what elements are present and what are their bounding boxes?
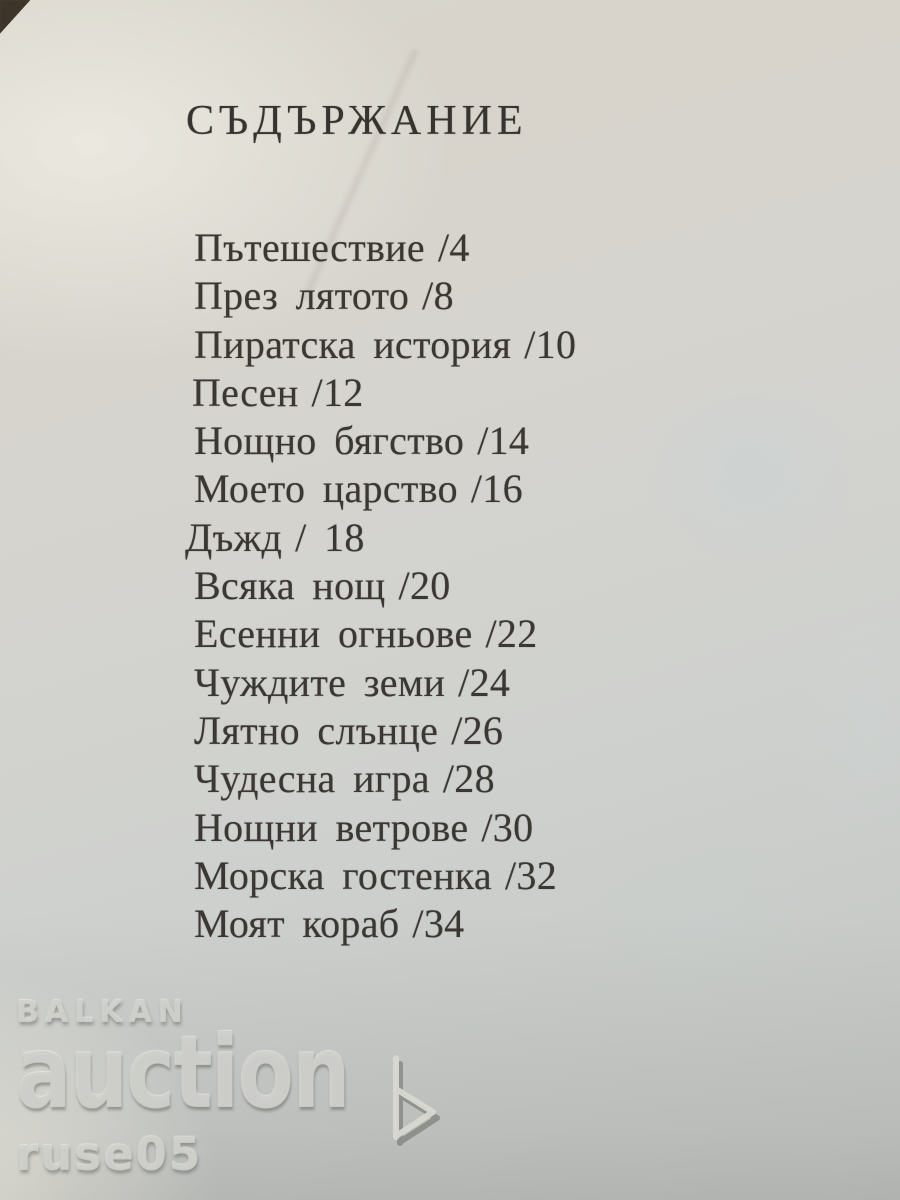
- toc-entry: Всяка нощ/20: [194, 562, 576, 610]
- toc-entry-page: /10: [524, 321, 577, 367]
- page-showthrough: [540, 780, 860, 1060]
- watermark-user: ruse05: [16, 1128, 203, 1181]
- page-showthrough: [600, 340, 900, 600]
- toc-entry-page: /34: [412, 901, 465, 947]
- toc-entry: Нощно бягство/14: [194, 417, 576, 465]
- toc-entry-page: /26: [451, 707, 504, 753]
- toc-entry: Дъжд / 18: [185, 514, 567, 562]
- toc-entry: Есенни огньове/22: [194, 610, 576, 658]
- toc-entry-title: Лятно слънце: [194, 707, 439, 753]
- toc-entry-title: Нощно бягство: [194, 418, 465, 464]
- toc-entry-page: /14: [477, 418, 530, 464]
- toc-entry-title: Дъжд: [185, 514, 283, 560]
- toc-entry-title: Пътешествие: [194, 225, 425, 270]
- toc-entry-page: /30: [481, 804, 534, 850]
- toc-entry-title: Песен: [192, 369, 299, 415]
- toc-entry-title: Чуждите земи: [194, 659, 446, 705]
- toc-entry-title: Моето царство: [194, 466, 458, 512]
- toc-entry-page: /16: [470, 466, 523, 512]
- toc-entry: Моят кораб/34: [194, 900, 576, 948]
- toc-entry-title: Морска гостенка: [194, 852, 492, 898]
- watermark-brand-main: auction: [16, 1014, 350, 1131]
- toc-entry: Пътешествие/4: [194, 224, 576, 272]
- toc-entry-page: /28: [442, 756, 495, 802]
- toc-entry: През лятото/8: [194, 272, 576, 320]
- play-arrow-icon: [393, 1055, 440, 1146]
- toc-entry-title: Есенни огньове: [194, 611, 473, 657]
- toc-entry-page: /20: [398, 563, 451, 609]
- toc-entry: Пиратска история/10: [194, 321, 576, 369]
- toc-entry: Песен/12: [192, 369, 574, 417]
- toc-entry: Чудесна игра/28: [194, 755, 576, 803]
- toc-entry-page: /12: [311, 369, 364, 415]
- toc-entry: Морска гостенка/32: [194, 852, 576, 900]
- toc-entry: Чуждите земи/24: [194, 659, 576, 707]
- toc-entry: Лятно слънце/26: [194, 707, 576, 755]
- toc-entry-page: /8: [422, 273, 454, 319]
- toc-entry-title: Чудесна игра: [194, 756, 430, 802]
- watermark-balkan-auction: BALKAN auction ruse05: [16, 995, 422, 1181]
- toc-entry-page: /32: [505, 852, 558, 898]
- page-title: СЪДЪРЖАНИЕ: [186, 98, 528, 144]
- toc-entry-page: /22: [485, 611, 538, 657]
- watermark-brand-top: BALKAN: [16, 995, 189, 1030]
- toc-entry-title: Всяка нощ: [194, 563, 386, 609]
- toc-entry-title: Пиратска история: [194, 321, 512, 367]
- toc-entry-page: /4: [437, 225, 470, 270]
- toc-entry: Моето царство/16: [194, 465, 576, 513]
- page-showthrough: [760, 560, 900, 900]
- toc-entry-page: / 18: [295, 514, 365, 560]
- table-of-contents: Пътешествие/4 През лятото/8 Пиратска ист…: [185, 224, 576, 948]
- toc-entry-title: Моят кораб: [194, 901, 400, 947]
- toc-entry-page: /24: [458, 659, 511, 705]
- toc-entry-title: Нощни ветрове: [194, 804, 469, 850]
- toc-entry: Нощни ветрове/30: [194, 804, 576, 852]
- page-corner-shadow: [0, 0, 34, 38]
- toc-entry-title: През лятото: [194, 273, 410, 319]
